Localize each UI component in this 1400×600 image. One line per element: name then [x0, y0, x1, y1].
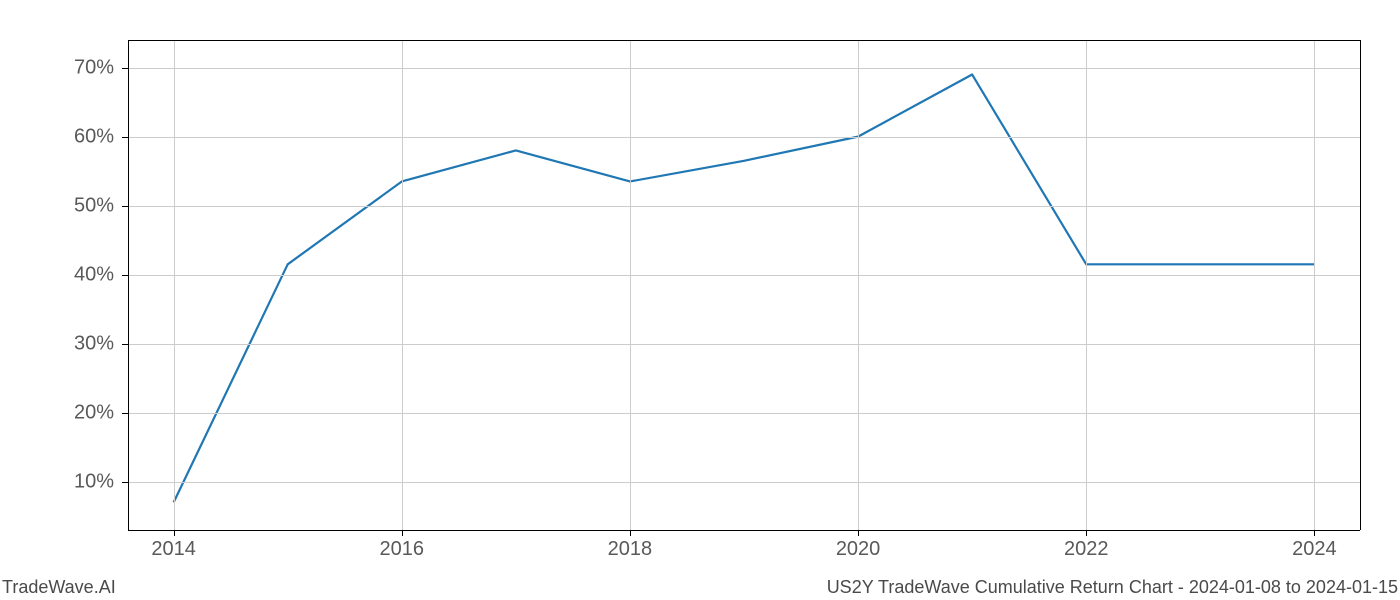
axis-spine-right [1360, 40, 1361, 530]
grid-line-vertical [1086, 40, 1087, 530]
y-tick-mark [122, 275, 128, 276]
axis-spine-bottom [128, 530, 1360, 531]
chart-container: TradeWave.AI US2Y TradeWave Cumulative R… [0, 0, 1400, 600]
grid-line-horizontal [128, 482, 1360, 483]
grid-line-vertical [630, 40, 631, 530]
x-tick-label: 2022 [1064, 538, 1109, 561]
x-tick-label: 2014 [151, 538, 196, 561]
grid-line-horizontal [128, 275, 1360, 276]
y-tick-mark [122, 206, 128, 207]
x-tick-label: 2024 [1292, 538, 1337, 561]
line-chart-svg [128, 40, 1360, 530]
footer-right-text: US2Y TradeWave Cumulative Return Chart -… [827, 577, 1398, 598]
y-tick-label: 10% [74, 470, 114, 493]
y-tick-label: 50% [74, 194, 114, 217]
x-tick-mark [174, 530, 175, 536]
x-tick-mark [858, 530, 859, 536]
grid-line-horizontal [128, 344, 1360, 345]
x-tick-label: 2018 [608, 538, 653, 561]
grid-line-horizontal [128, 206, 1360, 207]
x-tick-mark [630, 530, 631, 536]
x-tick-mark [1314, 530, 1315, 536]
series-line-cumulative-return [174, 75, 1315, 503]
grid-line-horizontal [128, 413, 1360, 414]
plot-area [128, 40, 1360, 530]
y-tick-mark [122, 137, 128, 138]
x-tick-label: 2016 [380, 538, 425, 561]
y-tick-mark [122, 344, 128, 345]
axis-spine-top [128, 40, 1360, 41]
y-tick-label: 70% [74, 56, 114, 79]
grid-line-vertical [1314, 40, 1315, 530]
x-tick-mark [1086, 530, 1087, 536]
y-tick-label: 40% [74, 263, 114, 286]
axis-spine-left [128, 40, 129, 530]
y-tick-label: 60% [74, 125, 114, 148]
y-tick-mark [122, 413, 128, 414]
y-tick-label: 20% [74, 401, 114, 424]
y-tick-mark [122, 482, 128, 483]
y-tick-label: 30% [74, 332, 114, 355]
x-tick-mark [402, 530, 403, 536]
grid-line-horizontal [128, 68, 1360, 69]
grid-line-horizontal [128, 137, 1360, 138]
footer-left-text: TradeWave.AI [2, 577, 116, 598]
x-tick-label: 2020 [836, 538, 881, 561]
grid-line-vertical [858, 40, 859, 530]
grid-line-vertical [402, 40, 403, 530]
y-tick-mark [122, 68, 128, 69]
grid-line-vertical [174, 40, 175, 530]
